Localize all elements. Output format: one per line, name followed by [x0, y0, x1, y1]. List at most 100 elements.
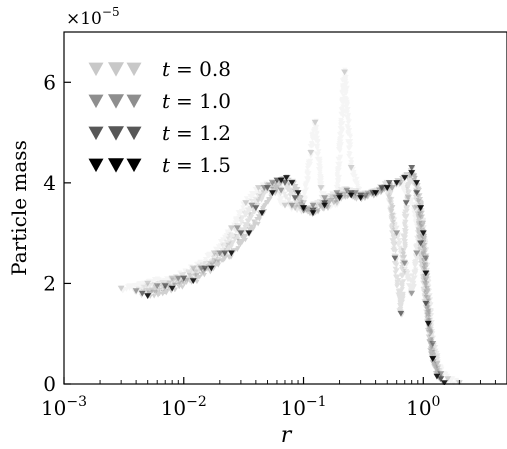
data-point — [372, 190, 380, 196]
legend-marker — [108, 158, 124, 173]
data-point — [417, 205, 425, 212]
data-point — [300, 205, 307, 212]
y-multiplier-exponent: −5 — [102, 5, 120, 19]
legend-marker — [126, 126, 142, 141]
y-multiplier-base: ×10 — [66, 9, 102, 29]
data-point — [424, 320, 432, 327]
data-point — [237, 230, 245, 237]
data-point — [210, 250, 218, 257]
data-point — [401, 175, 409, 181]
data-point — [388, 185, 396, 191]
data-point — [281, 202, 289, 209]
legend-label-var: t — [162, 153, 171, 177]
x-tick-label-exponent: 0 — [432, 394, 441, 410]
x-tick-label-exponent: −1 — [306, 394, 327, 410]
data-point — [347, 165, 355, 171]
data-point — [404, 195, 412, 202]
legend-entry: t = 1.0 — [88, 89, 231, 113]
data-point — [413, 180, 421, 186]
data-point — [228, 250, 235, 257]
data-point — [245, 230, 253, 237]
data-point — [357, 195, 365, 202]
legend-label-value: = 0.8 — [176, 57, 231, 81]
data-point — [341, 69, 348, 76]
data-point — [309, 202, 317, 209]
data-point — [317, 185, 325, 191]
data-point — [161, 283, 169, 290]
data-point — [429, 341, 437, 347]
legend-marker — [88, 126, 104, 141]
data-point — [336, 195, 343, 202]
data-point — [408, 290, 416, 297]
data-point — [174, 275, 182, 282]
y-tick-label: 4 — [43, 171, 56, 195]
data-point — [233, 225, 241, 232]
y-multiplier: ×10−5 — [66, 5, 120, 29]
data-point — [440, 380, 448, 385]
data-point — [385, 180, 393, 186]
x-axis: 10−3 10−2 10−1 100 — [41, 377, 507, 420]
data-point — [269, 180, 276, 186]
data-point — [321, 202, 329, 209]
y-axis-label: Particle mass — [7, 140, 31, 276]
data-point — [255, 185, 262, 191]
data-point — [411, 205, 419, 212]
data-point — [311, 119, 319, 126]
data-point — [321, 195, 329, 202]
data-point — [362, 192, 370, 199]
legend-label: t = 1.2 — [162, 121, 231, 145]
x-tick-label-base: 10 — [41, 396, 66, 420]
data-point — [437, 376, 445, 383]
data-point — [444, 376, 452, 383]
data-point — [132, 288, 140, 295]
legend-label-var: t — [162, 57, 171, 81]
y-tick-label: 6 — [43, 70, 56, 94]
data-point — [117, 285, 125, 292]
data-point — [291, 195, 299, 202]
data-point — [347, 192, 355, 199]
data-point — [422, 270, 430, 277]
data-point — [216, 250, 224, 257]
x-tick-label: 10−2 — [161, 394, 207, 420]
legend-marker — [108, 62, 124, 77]
series-cloud — [119, 67, 462, 385]
data-point — [413, 190, 421, 196]
series-layer — [117, 67, 463, 385]
y-axis: 0 2 4 6 — [43, 70, 71, 396]
x-tick-label: 100 — [406, 394, 440, 420]
x-tick-label-base: 10 — [280, 396, 305, 420]
legend-marker — [126, 158, 142, 173]
data-point — [383, 185, 391, 191]
legend-label-value: = 1.5 — [176, 153, 231, 177]
data-point — [393, 230, 401, 237]
data-point — [189, 265, 197, 272]
data-point — [201, 265, 209, 272]
x-tick-label: 10−1 — [280, 394, 326, 420]
data-point — [269, 190, 276, 196]
legend-marker — [88, 158, 104, 173]
data-point — [168, 275, 176, 282]
legend-entry: t = 1.5 — [88, 153, 231, 177]
x-tick-label: 10−3 — [41, 394, 87, 420]
legend-label: t = 0.8 — [162, 57, 231, 81]
data-point — [397, 310, 405, 317]
data-point — [294, 190, 302, 196]
legend-label-var: t — [162, 121, 171, 145]
legend-label-value: = 1.2 — [176, 121, 231, 145]
data-point — [291, 205, 299, 212]
data-point — [207, 265, 215, 272]
data-point — [433, 373, 441, 380]
data-point — [378, 185, 386, 191]
data-point — [144, 280, 152, 287]
series-cloud — [145, 169, 446, 385]
legend-marker — [88, 94, 104, 109]
data-point — [391, 255, 399, 262]
legend: t = 0.8t = 1.0t = 1.2t = 1.5 — [88, 57, 231, 177]
data-point — [422, 255, 430, 262]
legend-label: t = 1.5 — [162, 153, 231, 177]
data-point — [288, 180, 296, 186]
data-point — [264, 185, 271, 191]
data-point — [221, 250, 229, 257]
data-point — [333, 200, 341, 207]
data-point — [300, 200, 307, 207]
